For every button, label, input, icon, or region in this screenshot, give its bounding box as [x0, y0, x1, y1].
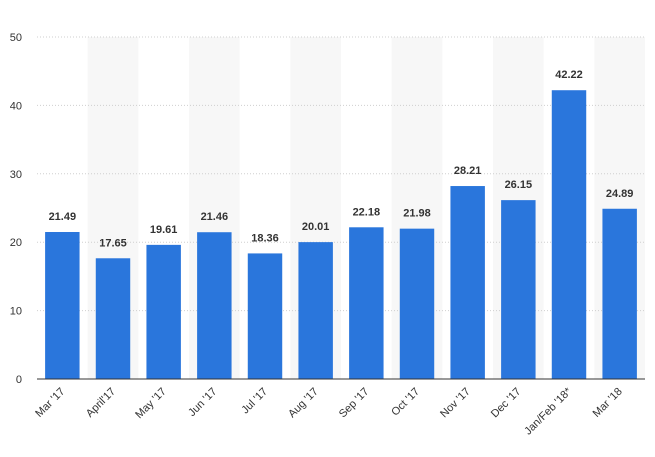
x-tick-label: Nov '17: [438, 386, 473, 421]
y-axis: 0 10 20 30 40 50: [10, 32, 645, 386]
bar-series: [45, 90, 637, 379]
gridlines: [37, 36, 645, 312]
bar: [349, 227, 384, 379]
data-label: 24.89: [606, 188, 634, 200]
y-tick-label: 10: [10, 306, 22, 318]
bar: [450, 186, 485, 379]
x-axis: Mar '17 April'17 May '17 Jun '17 Jul '17 Aug …: [33, 385, 625, 437]
bar: [399, 228, 435, 379]
x-tick-label: Jul '17: [239, 386, 270, 417]
data-label: 26.15: [505, 179, 533, 191]
bar: [146, 244, 181, 379]
bar: [247, 253, 283, 379]
y-tick-label: 30: [10, 169, 22, 181]
x-tick-label: April'17: [84, 386, 118, 420]
bar: [602, 208, 637, 379]
x-tick-label: Jan/Feb '18*: [522, 385, 574, 437]
data-label: 19.61: [150, 224, 178, 236]
x-tick-label: Mar '17: [33, 386, 67, 420]
bar: [95, 258, 131, 379]
y-tick-label: 0: [16, 374, 22, 386]
data-label: 20.01: [302, 221, 330, 233]
x-tick-label: Dec '17: [489, 386, 524, 421]
x-tick-label: Mar '18: [591, 386, 625, 420]
x-tick-label: Aug '17: [286, 386, 321, 421]
y-tick-label: 40: [10, 100, 22, 112]
x-tick-label: Jun '17: [186, 386, 219, 419]
data-label: 22.18: [353, 206, 381, 218]
data-label: 21.98: [403, 208, 431, 220]
x-tick-label: Oct '17: [389, 386, 422, 419]
bar: [551, 90, 587, 379]
data-labels: 21.49 17.65 19.61 21.46 18.36 20.01 22.18 21.98…: [49, 69, 634, 249]
data-label: 42.22: [555, 69, 583, 81]
bar: [501, 200, 536, 379]
y-tick-label: 50: [10, 32, 22, 44]
data-label: 21.46: [201, 211, 229, 223]
data-label: 21.49: [49, 211, 77, 223]
data-label: 28.21: [454, 165, 482, 177]
bar: [298, 242, 333, 379]
data-label: 18.36: [251, 232, 279, 244]
data-label: 17.65: [99, 237, 127, 249]
x-tick-label: May '17: [133, 386, 168, 421]
bar: [45, 232, 80, 379]
bar: [197, 232, 232, 379]
x-tick-label: Sep '17: [337, 386, 372, 421]
y-tick-label: 20: [10, 237, 22, 249]
